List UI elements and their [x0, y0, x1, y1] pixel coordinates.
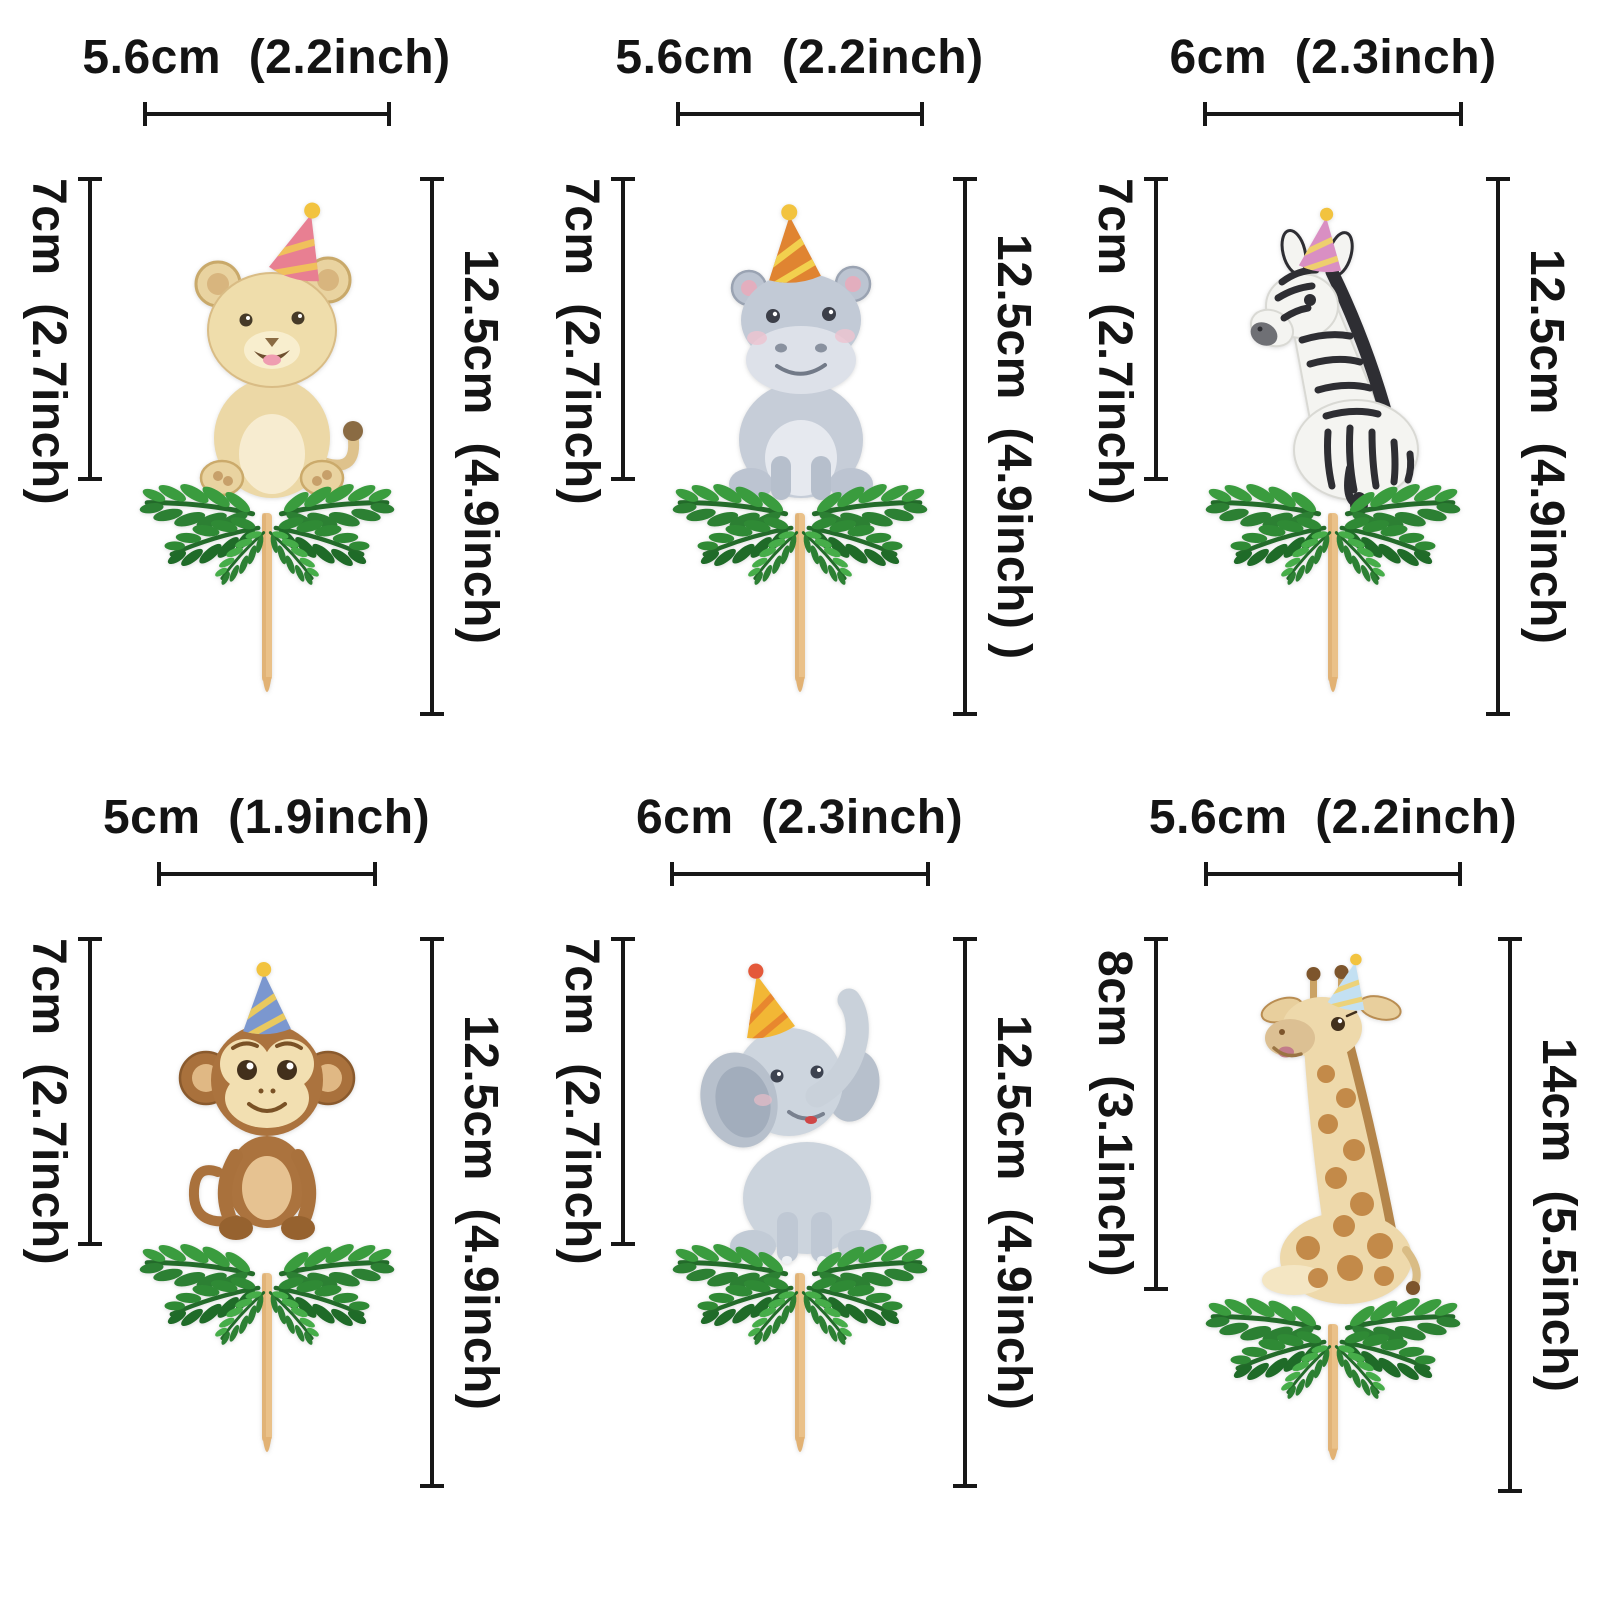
toothpick-icon — [1328, 513, 1338, 692]
width-dimension-line — [142, 102, 391, 126]
width-dimension-label: 6cm (2.3inch) — [635, 791, 964, 844]
topper-panel-elephant: 6cm (2.3inch) 7cm (2.7inch) 12.5cm (4.9i… — [533, 760, 1066, 1600]
height-dimension-label: 7cm (2.7inch) — [22, 938, 75, 1266]
toothpick-icon — [261, 1273, 272, 1452]
elephant-illustration — [699, 988, 884, 1264]
total-height-dimension-line — [953, 177, 977, 716]
width-dimension-line — [156, 862, 377, 886]
toothpick-icon — [261, 513, 272, 692]
topper-panel-monkey: 5cm (1.9inch) 7cm (2.7inch) 12.5cm (4.9i… — [0, 760, 533, 1600]
toothpick-icon — [1328, 1324, 1338, 1461]
toothpick-icon — [794, 1273, 805, 1452]
width-dimension-label: 5.6cm (2.2inch) — [615, 31, 984, 84]
toothpick-icon — [794, 513, 805, 692]
total-height-dimension-line — [1498, 937, 1522, 1493]
width-dimension-label: 5.6cm (2.2inch) — [1148, 791, 1518, 844]
monkey-topper-graphic — [132, 928, 402, 1452]
total-height-dimension-line — [420, 937, 444, 1488]
elephant-topper-graphic — [665, 928, 935, 1452]
monkey-illustration — [178, 1024, 355, 1240]
lion-topper-graphic — [132, 168, 402, 692]
height-dimension-label: 8cm (3.1inch) — [1088, 950, 1141, 1278]
width-dimension-line — [669, 862, 930, 886]
height-dimension-label: 7cm (2.7inch) — [1088, 178, 1141, 506]
height-dimension-label: 7cm (2.7inch) — [555, 938, 608, 1266]
height-dimension-line — [78, 937, 102, 1246]
width-dimension-line — [675, 102, 924, 126]
zebra-topper-graphic — [1198, 168, 1468, 692]
height-dimension-line — [1144, 937, 1168, 1291]
total-height-dimension-label: 12.5cm (4.9inch) — [454, 248, 507, 645]
height-dimension-label: 7cm (2.7inch) — [22, 178, 75, 506]
width-dimension-line — [1204, 862, 1462, 886]
total-height-dimension-line — [420, 177, 444, 716]
height-dimension-line — [611, 177, 635, 481]
total-height-dimension-label: 12.5cm (4.9inch) ) — [987, 233, 1040, 660]
total-height-dimension-label: 12.5cm (4.9inch) — [454, 1014, 507, 1411]
hippo-topper-graphic — [665, 168, 935, 692]
width-dimension-label: 6cm (2.3inch) — [1169, 31, 1497, 84]
total-height-dimension-line — [953, 937, 977, 1488]
hippo-illustration — [728, 265, 873, 500]
total-height-dimension-line — [1486, 177, 1510, 716]
giraffe-illustration — [1260, 965, 1421, 1304]
topper-panel-zebra: 6cm (2.3inch) 7cm (2.7inch) 12.5cm (4.9i… — [1066, 0, 1600, 760]
width-dimension-label: 5cm (1.9inch) — [102, 791, 431, 844]
height-dimension-line — [78, 177, 102, 481]
lion-illustration — [194, 256, 363, 498]
total-height-dimension-label: 12.5cm (4.9inch) — [1520, 248, 1573, 645]
width-dimension-line — [1203, 102, 1463, 126]
total-height-dimension-label: 14cm (5.5inch) — [1532, 1037, 1585, 1393]
height-dimension-line — [1144, 177, 1168, 481]
topper-panel-giraffe: 5.6cm (2.2inch) 8cm (3.1inch) 14cm (5.5i… — [1066, 760, 1600, 1600]
height-dimension-line — [611, 937, 635, 1246]
total-height-dimension-label: 12.5cm (4.9inch) — [987, 1014, 1040, 1411]
giraffe-topper-graphic — [1198, 928, 1468, 1461]
width-dimension-label: 5.6cm (2.2inch) — [82, 31, 451, 84]
topper-panel-lion: 5.6cm (2.2inch) 7cm (2.7inch) 12.5cm (4.… — [0, 0, 533, 760]
topper-panel-hippo: 5.6cm (2.2inch) 7cm (2.7inch) 12.5cm (4.… — [533, 0, 1066, 760]
height-dimension-label: 7cm (2.7inch) — [555, 178, 608, 506]
